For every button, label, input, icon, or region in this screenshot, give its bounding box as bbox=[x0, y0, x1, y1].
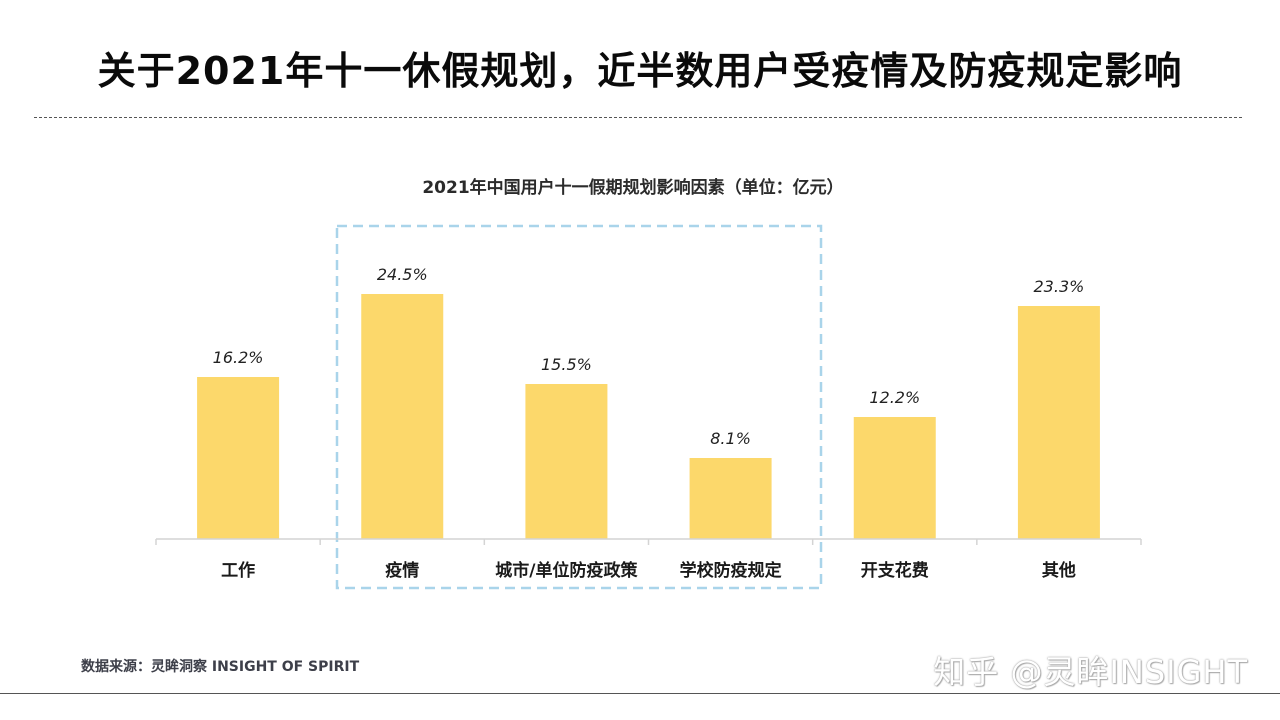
x-ticks-group bbox=[155, 539, 1142, 545]
x-tick-label: 城市/单位防疫政策 bbox=[495, 560, 638, 581]
bar-value-label: 8.1% bbox=[710, 429, 751, 448]
x-tick-label: 学校防疫规定 bbox=[680, 560, 782, 581]
x-tick-label: 工作 bbox=[221, 560, 255, 581]
bar-value-label: 24.5% bbox=[377, 265, 428, 284]
chart-title: 2021年中国用户十一假期规划影响因素（单位：亿元） bbox=[422, 177, 843, 198]
bar bbox=[361, 294, 444, 539]
bar-value-label: 23.3% bbox=[1034, 277, 1085, 296]
highlight-box bbox=[335, 224, 823, 590]
source-note: 数据来源：灵眸洞察 INSIGHT OF SPIRIT bbox=[81, 659, 360, 675]
bar bbox=[197, 377, 280, 539]
page-title: 关于2021年十一休假规划，近半数用户受疫情及防疫规定影响 bbox=[97, 49, 1183, 93]
x-tick-label: 开支花费 bbox=[861, 560, 929, 581]
bars-group bbox=[197, 294, 1100, 539]
x-tick-label: 疫情 bbox=[385, 560, 419, 581]
value-labels-group: 16.2% 24.5% 15.5% 8.1% 12.2% 23.3% bbox=[213, 265, 1085, 448]
bar bbox=[853, 417, 936, 539]
bar bbox=[1017, 306, 1100, 539]
title-divider bbox=[34, 117, 1242, 118]
x-tick-label: 其他 bbox=[1042, 560, 1076, 581]
x-tick-labels-group: 工作 疫情 城市/单位防疫政策 学校防疫规定 开支花费 其他 bbox=[221, 560, 1076, 581]
bar-value-label: 15.5% bbox=[541, 355, 592, 374]
bar-value-label: 16.2% bbox=[213, 348, 264, 367]
bar bbox=[525, 384, 608, 539]
bottom-divider bbox=[0, 693, 1280, 694]
bar bbox=[689, 458, 772, 539]
watermark: 知乎 @灵眸INSIGHT bbox=[933, 653, 1248, 691]
bar-value-label: 12.2% bbox=[869, 388, 920, 407]
